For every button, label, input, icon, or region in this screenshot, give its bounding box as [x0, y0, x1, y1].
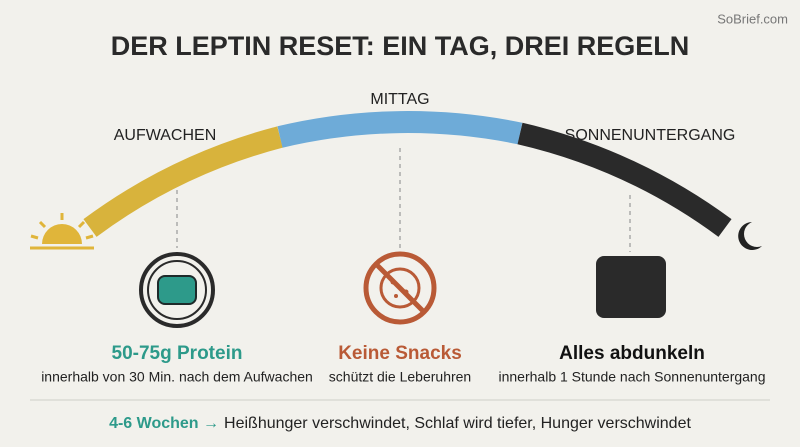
rule-title: Alles abdunkeln	[559, 343, 705, 364]
connectors	[176, 148, 631, 252]
footer-highlight: 4-6 Wochen →	[109, 415, 219, 432]
arc-evening	[517, 122, 732, 237]
footer-text: Heißhunger verschwindet, Schlaf wird tie…	[224, 415, 691, 432]
rule-subtitle: schützt die Leberuhren	[329, 369, 471, 385]
arc-noon	[277, 111, 523, 148]
arc-morning	[83, 126, 283, 237]
title: DER LEPTIN RESET: EIN TAG, DREI REGELN	[111, 31, 690, 61]
sun-icon	[30, 213, 94, 250]
label-end: SONNENUNTERGANG	[565, 127, 736, 144]
no-snacks-icon	[363, 251, 437, 325]
moon-icon	[738, 222, 762, 250]
rule-subtitle: innerhalb 1 Stunde nach Sonnenuntergang	[499, 369, 766, 385]
dark-screen-icon	[596, 256, 666, 318]
watermark: SoBrief.com	[717, 11, 788, 26]
footer: 4-6 Wochen → Heißhunger verschwindet, Sch…	[109, 415, 691, 432]
rule-subtitle: innerhalb von 30 Min. nach dem Aufwachen	[41, 369, 313, 385]
label-middle: MITTAG	[370, 91, 429, 108]
label-start: AUFWACHEN	[114, 127, 217, 144]
rule-title: 50-75g Protein	[112, 343, 243, 364]
day-arc	[83, 111, 732, 237]
protein-icon	[139, 252, 215, 328]
rule-title: Keine Snacks	[338, 343, 462, 364]
